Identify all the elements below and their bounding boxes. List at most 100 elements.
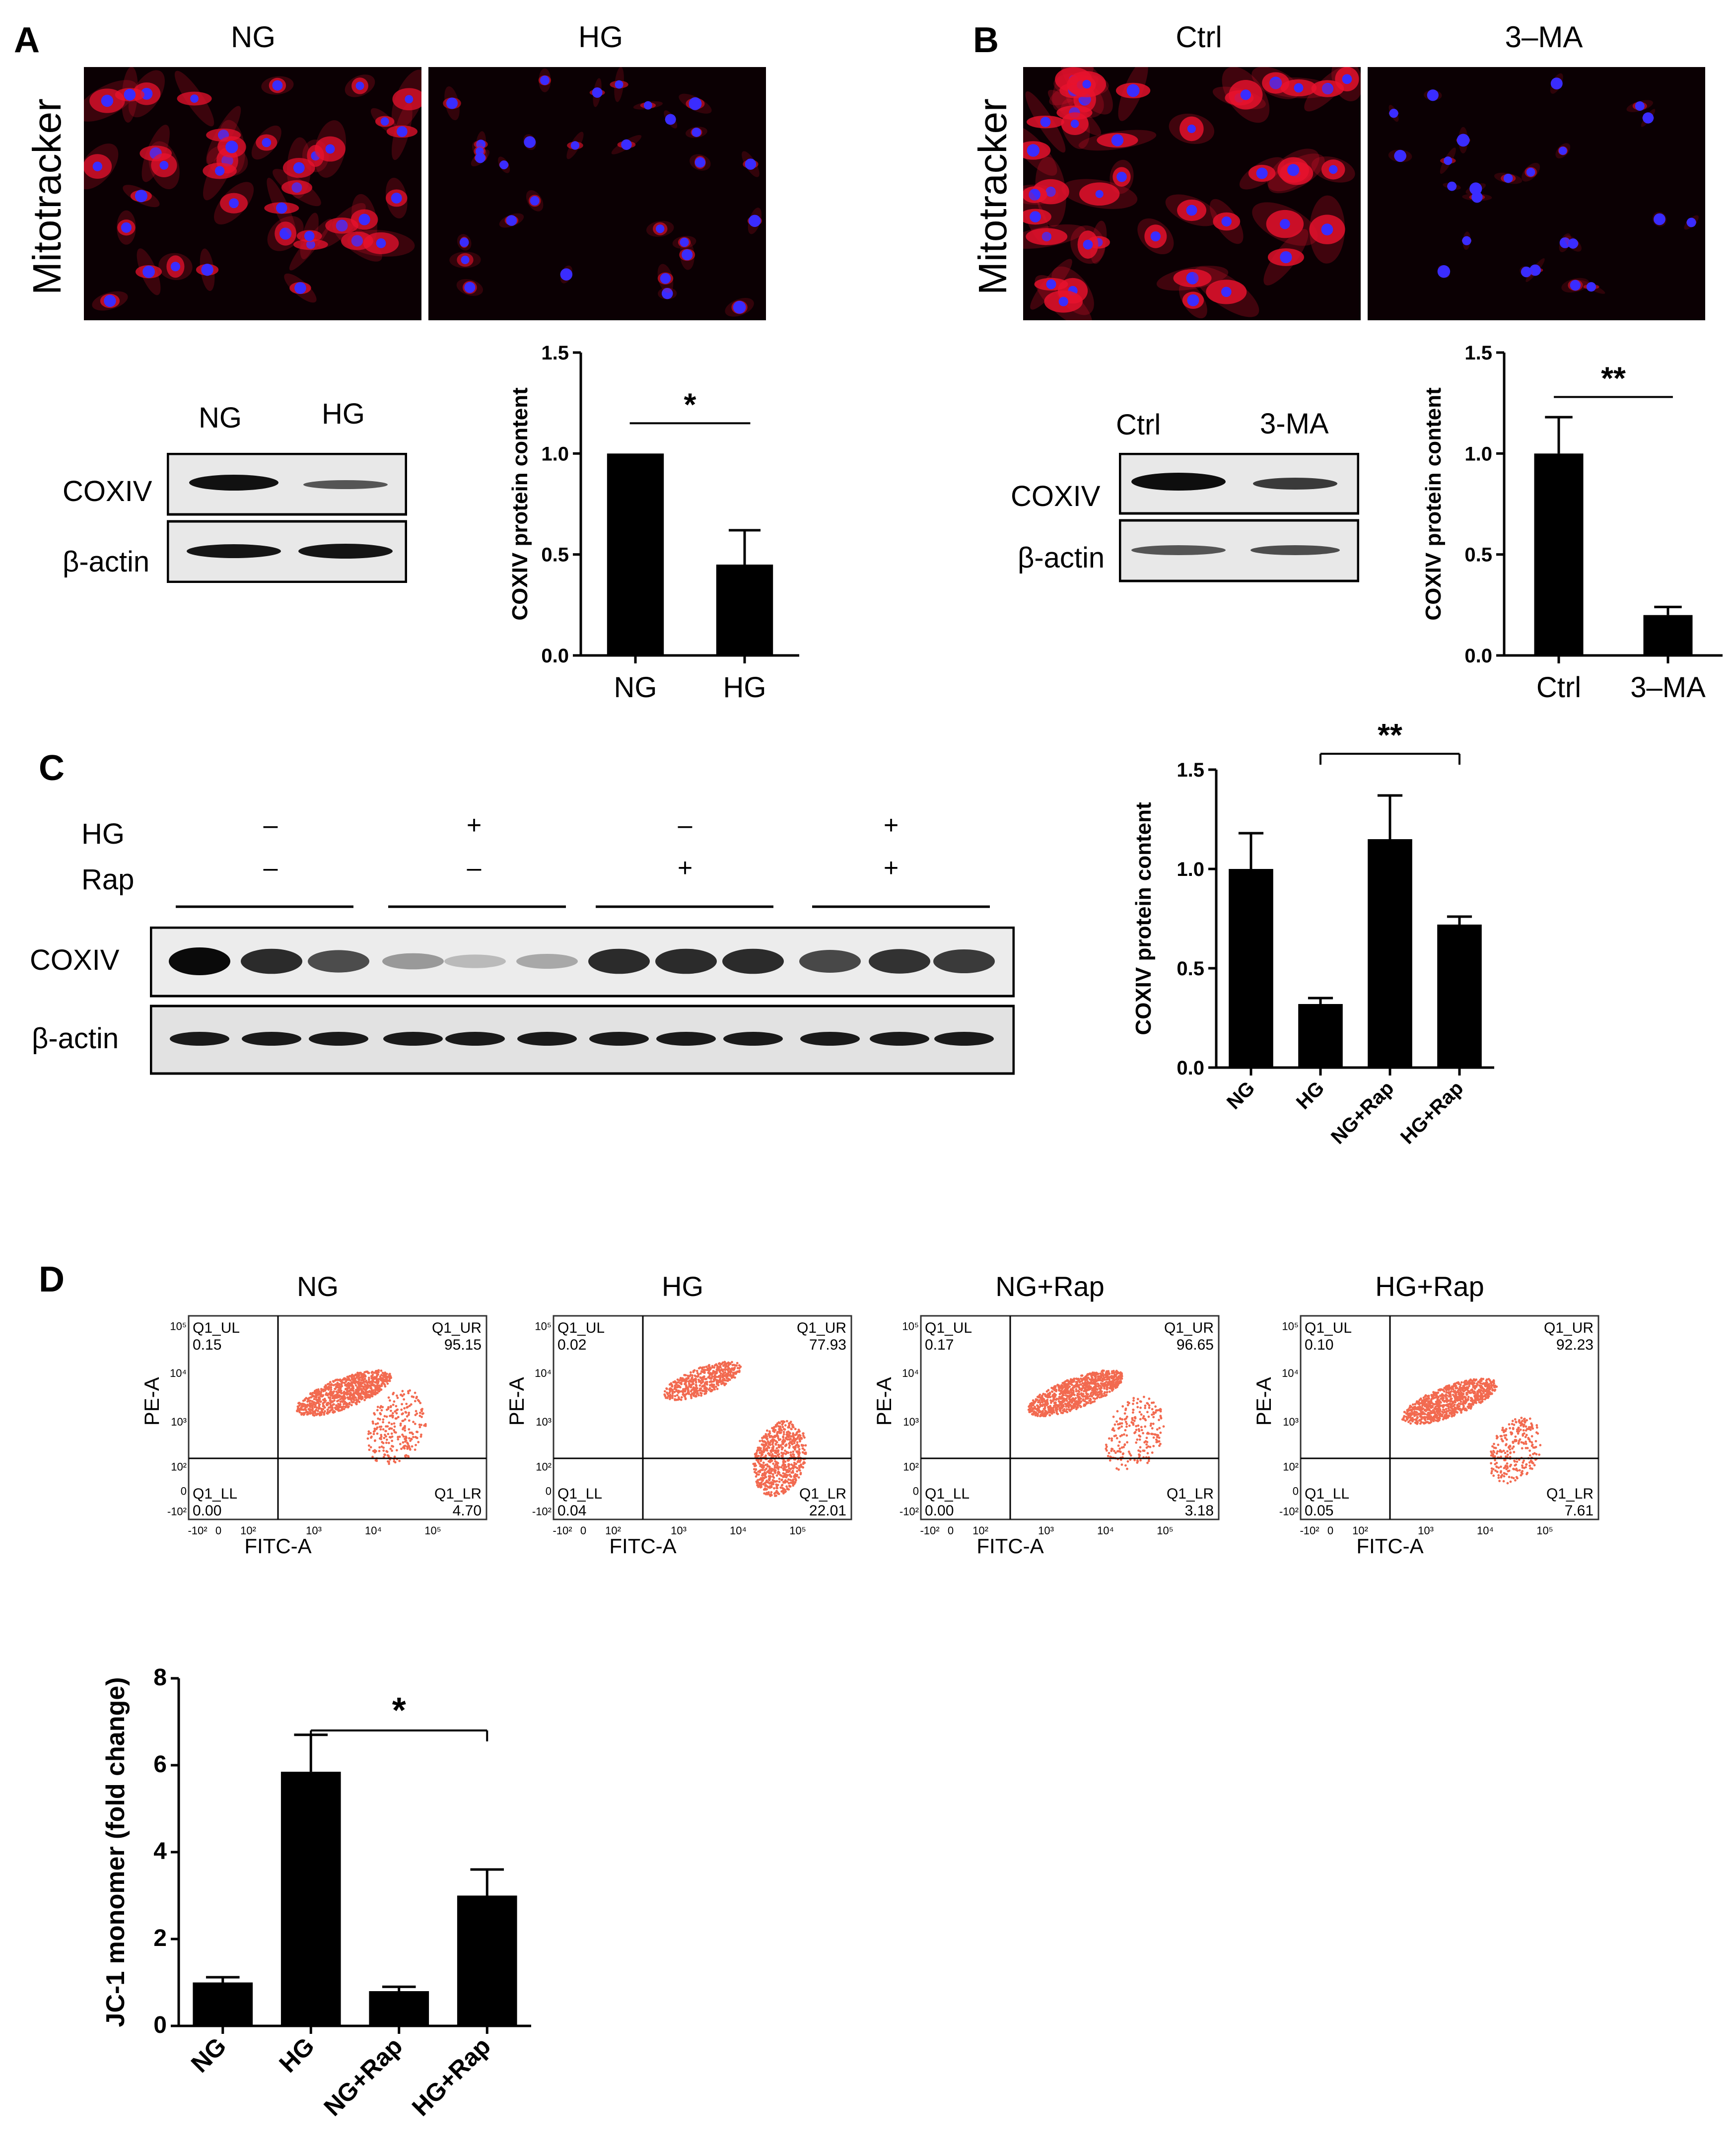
flow-event-dot <box>1058 1393 1061 1396</box>
flow-event-dot <box>1136 1438 1139 1441</box>
flow-event-dot <box>1081 1378 1084 1380</box>
cell-nucleus <box>1469 182 1482 195</box>
flow-event-dot <box>1442 1406 1445 1409</box>
flow-event-dot <box>766 1465 769 1468</box>
flow-event-dot <box>782 1476 785 1478</box>
flow-event-dot <box>782 1439 785 1442</box>
flow-event-dot <box>1433 1415 1436 1418</box>
micro-title-3ma: 3–MA <box>1505 20 1583 54</box>
flow-event-dot <box>355 1403 358 1406</box>
flow-event-dot <box>1039 1401 1041 1404</box>
flow-event-dot <box>1439 1401 1442 1404</box>
flow-event-dot <box>1075 1377 1078 1380</box>
flow-event-dot <box>385 1377 387 1380</box>
y-tick-label: 0.0 <box>541 645 569 667</box>
flow-event-dot <box>689 1386 692 1388</box>
bar <box>1437 925 1482 1068</box>
flow-plot-frame <box>920 1315 1220 1520</box>
flow-event-dot <box>385 1435 387 1438</box>
flow-event-dot <box>679 1386 682 1389</box>
flow-event-dot <box>802 1432 805 1435</box>
flow-event-dot <box>730 1370 733 1373</box>
flow-event-dot <box>773 1431 776 1433</box>
flow-event-dot <box>773 1454 776 1457</box>
flow-event-dot <box>379 1375 382 1378</box>
flow-event-dot <box>419 1402 422 1404</box>
cell-nucleus <box>1040 117 1051 127</box>
flow-event-dot <box>713 1366 716 1369</box>
flow-event-dot <box>705 1377 708 1380</box>
flow-event-dot <box>1436 1405 1438 1408</box>
flow-event-dot <box>763 1448 765 1451</box>
flow-event-dot <box>1074 1402 1077 1405</box>
flow-event-dot <box>795 1475 798 1478</box>
flow-event-dot <box>330 1383 333 1386</box>
flow-event-dot <box>1070 1398 1073 1401</box>
flow-event-dot <box>1083 1400 1086 1403</box>
flow-event-dot <box>797 1450 800 1453</box>
flow-event-dot <box>1419 1413 1422 1416</box>
flow-event-dot <box>763 1435 766 1438</box>
flow-event-dot <box>407 1455 410 1458</box>
flow-event-dot <box>763 1446 765 1449</box>
flow-event-dot <box>367 1444 370 1447</box>
flow-event-dot <box>1041 1411 1044 1414</box>
flow-event-dot <box>1432 1397 1435 1400</box>
flow-event-dot <box>1056 1404 1059 1407</box>
flow-event-dot <box>789 1421 792 1423</box>
flow-event-dot <box>800 1437 803 1440</box>
panel-label-b: B <box>973 20 999 60</box>
flow-event-dot <box>324 1384 327 1387</box>
flow-event-dot <box>1041 1404 1044 1407</box>
flow-event-dot <box>1450 1387 1453 1390</box>
flow-event-dot <box>1106 1372 1109 1375</box>
flow-event-dot <box>783 1468 786 1471</box>
flow-event-dot <box>1091 1376 1093 1379</box>
flow-event-dot <box>340 1400 343 1403</box>
cell-nucleus <box>293 162 305 174</box>
flow-event-dot <box>726 1379 729 1382</box>
flow-event-dot <box>348 1401 351 1404</box>
flow-event-dot <box>1116 1410 1119 1413</box>
flow-event-dot <box>303 1413 306 1416</box>
flow-event-dot <box>1084 1404 1087 1407</box>
flow-event-dot <box>1136 1398 1139 1401</box>
cell-nucleus <box>272 80 283 91</box>
cell-nucleus <box>530 196 540 206</box>
flow-event-dot <box>1156 1436 1159 1438</box>
flow-event-dot <box>385 1375 388 1378</box>
flow-event-dot <box>1436 1416 1439 1419</box>
flow-event-dot <box>1402 1416 1405 1419</box>
flow-event-dot <box>1091 1389 1094 1392</box>
flow-event-dot <box>1072 1399 1075 1402</box>
flow-event-dot <box>303 1398 306 1401</box>
flow-event-dot <box>395 1417 398 1420</box>
flow-event-dot <box>1118 1423 1121 1426</box>
flow-event-dot <box>371 1420 374 1423</box>
flow-event-dot <box>1050 1412 1053 1415</box>
cell-nucleus <box>1526 167 1535 177</box>
flow-event-dot <box>1092 1391 1095 1394</box>
flow-event-dot <box>1081 1374 1084 1377</box>
cell-nucleus <box>1280 251 1292 264</box>
flow-x-axis-title: FITC-A <box>609 1534 676 1558</box>
cell-nucleus <box>1529 264 1541 276</box>
cell-nucleus <box>560 268 573 281</box>
flow-event-dot <box>775 1447 778 1450</box>
cell-nucleus <box>1503 173 1513 183</box>
flow-event-dot <box>678 1379 681 1382</box>
flow-event-dot <box>799 1434 802 1437</box>
flow-event-dot <box>384 1385 387 1388</box>
flow-event-dot <box>1071 1387 1074 1390</box>
flow-event-dot <box>776 1464 779 1467</box>
flow-event-dot <box>1461 1386 1464 1389</box>
cell-nucleus <box>692 128 701 137</box>
y-axis-title: COXIV protein content <box>1421 387 1446 621</box>
flow-event-dot <box>1430 1399 1433 1402</box>
flow-event-dot <box>1484 1385 1487 1388</box>
flow-event-dot <box>386 1382 389 1385</box>
flow-event-dot <box>1095 1383 1098 1385</box>
flow-event-dot <box>1115 1369 1118 1372</box>
flow-y-tick-label: 10⁴ <box>170 1367 187 1379</box>
